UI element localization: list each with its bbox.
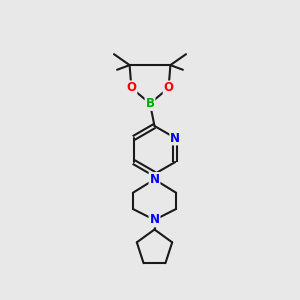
Text: O: O — [126, 81, 136, 94]
Text: B: B — [146, 97, 154, 110]
Text: N: N — [149, 213, 160, 226]
Text: O: O — [164, 81, 174, 94]
Text: N: N — [170, 131, 180, 145]
Text: N: N — [149, 173, 160, 186]
